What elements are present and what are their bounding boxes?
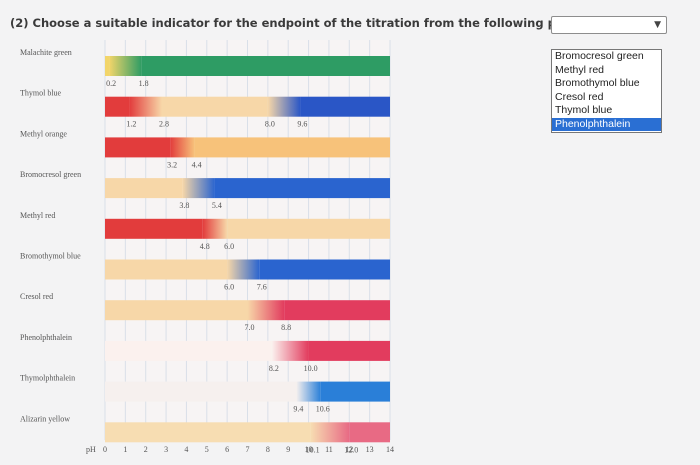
x-tick-label: 3 (164, 445, 168, 454)
color-band (105, 96, 130, 117)
x-tick-label: 0 (103, 445, 107, 454)
x-tick-label: 1 (123, 445, 127, 454)
x-tick-label: 10 (305, 445, 313, 454)
color-band (349, 422, 390, 443)
indicator-label: Thymol blue (20, 89, 62, 98)
dropdown-option-methyl-red[interactable]: Methyl red (555, 63, 605, 76)
transition-high-label: 10.6 (316, 405, 330, 414)
transition-high-label: 8.8 (281, 323, 291, 332)
transition-low-label: 3.2 (167, 160, 177, 169)
transition-high-label: 6.0 (224, 242, 234, 251)
color-band (300, 96, 390, 117)
dropdown-option-cresol-red[interactable]: Cresol red (555, 90, 604, 103)
transition-high-label: 5.4 (212, 201, 222, 210)
x-tick-label: 4 (184, 445, 188, 454)
color-band (105, 178, 183, 199)
color-band (105, 381, 297, 402)
transition-band (247, 300, 285, 321)
color-band (227, 218, 390, 239)
transition-band (109, 56, 142, 76)
transition-high-label: 7.6 (257, 283, 267, 292)
transition-low-label: 8.0 (265, 120, 275, 129)
question-text: (2) Choose a suitable indicator for the … (10, 16, 636, 30)
transition-high-label: 1.8 (139, 79, 149, 88)
dropdown-option-bromothymol-blue[interactable]: Bromothymol blue (555, 77, 640, 89)
transition-band (202, 218, 228, 239)
color-band (320, 381, 390, 402)
transition-low-label: 8.2 (269, 364, 279, 373)
transition-low-label: 4.8 (200, 242, 210, 251)
indicator-label: Thymolphthalein (20, 374, 75, 383)
color-band (214, 178, 390, 199)
x-tick-label: 8 (266, 445, 270, 454)
x-tick-label: 6 (225, 445, 229, 454)
color-band (105, 422, 311, 443)
transition-high-label: 12.0 (344, 445, 358, 454)
transition-band (182, 178, 215, 199)
indicator-select[interactable]: ▼ (551, 16, 667, 34)
x-tick-label: 5 (205, 445, 209, 454)
x-tick-label: 7 (246, 445, 250, 454)
transition-band (129, 96, 162, 117)
x-tick-label: 14 (386, 445, 394, 454)
color-band (194, 137, 390, 158)
transition-low-label: 3.8 (179, 201, 189, 210)
indicator-label: Methyl red (20, 211, 55, 220)
transition-band (227, 259, 260, 280)
transition-low-label: 10.1 (306, 445, 320, 454)
color-band (259, 259, 390, 280)
color-band (105, 340, 272, 361)
indicator-label: Alizarin yellow (20, 414, 70, 423)
indicator-label: Methyl orange (20, 129, 67, 138)
color-band (308, 340, 390, 361)
color-band (284, 300, 390, 321)
color-band (105, 259, 228, 280)
indicator-dropdown-list[interactable]: Bromocresol green Methyl red Bromothymol… (551, 49, 662, 133)
indicator-label: Bromothymol blue (20, 252, 81, 261)
indicator-label: Cresol red (20, 292, 53, 301)
indicator-label: Malachite green (20, 48, 72, 57)
transition-band (271, 340, 309, 361)
transition-low-label: 0.2 (106, 79, 116, 88)
x-tick-label: 9 (286, 445, 290, 454)
color-band (105, 218, 203, 239)
x-tick-label: 2 (144, 445, 148, 454)
transition-high-label: 4.4 (192, 160, 202, 169)
transition-high-label: 2.8 (159, 120, 169, 129)
transition-band (267, 96, 301, 117)
color-band (141, 56, 390, 76)
transition-low-label: 7.0 (245, 323, 255, 332)
transition-low-label: 6.0 (224, 283, 234, 292)
indicator-label: Phenolphthalein (20, 333, 72, 342)
color-band (105, 56, 110, 76)
transition-high-label: 10.0 (304, 364, 318, 373)
dropdown-option-phenolphthalein[interactable]: Phenolphthalein (552, 117, 661, 131)
color-band (162, 96, 268, 117)
transition-low-label: 1.2 (126, 120, 136, 129)
transition-low-label: 9.4 (293, 405, 303, 414)
transition-band (310, 422, 350, 443)
x-tick-label: 11 (325, 445, 333, 454)
dropdown-option-bromocresol-green[interactable]: Bromocresol green (555, 50, 644, 62)
dropdown-option-thymol-blue[interactable]: Thymol blue (555, 104, 613, 116)
transition-band (170, 137, 195, 158)
x-tick-label: 12 (345, 445, 353, 454)
color-band (105, 300, 248, 321)
chevron-down-icon[interactable]: ▼ (654, 20, 661, 30)
transition-high-label: 9.6 (297, 120, 307, 129)
transition-band (296, 381, 321, 402)
indicator-label: Bromocresol green (20, 170, 81, 179)
color-band (105, 137, 171, 158)
x-axis-label: pH (86, 445, 96, 454)
x-tick-label: 13 (366, 445, 374, 454)
